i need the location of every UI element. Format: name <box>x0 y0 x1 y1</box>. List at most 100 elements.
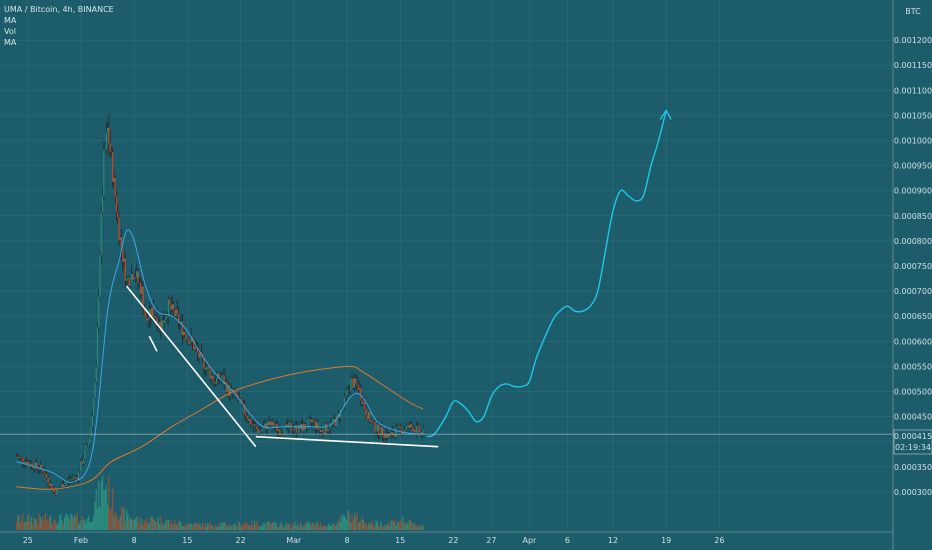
candle-body <box>226 381 228 392</box>
candle-body <box>69 479 71 481</box>
time-axis[interactable]: 25 Feb 8 15 22 Mar 8 15 22 27 Apr 6 12 19 26 <box>23 536 725 545</box>
volume-bar <box>205 526 207 530</box>
candle-body <box>152 307 154 317</box>
volume-bar <box>209 522 211 530</box>
candle-body <box>343 397 346 407</box>
trendline[interactable] <box>255 435 439 448</box>
volume-bar <box>302 526 304 530</box>
candle-body <box>267 421 270 426</box>
candle-body <box>56 488 58 495</box>
volume-bar <box>345 518 347 530</box>
candle-body <box>55 492 57 495</box>
candle-body <box>90 426 92 438</box>
volume-bar <box>94 502 96 530</box>
candle-body <box>266 421 268 429</box>
volume-bar <box>43 520 45 530</box>
trendline[interactable] <box>125 285 257 448</box>
volume-bar <box>261 525 263 530</box>
candle-body <box>126 278 128 281</box>
volume-bar <box>272 522 275 530</box>
candle-body <box>314 420 316 429</box>
volume-bar <box>138 516 140 530</box>
candle-body <box>38 468 40 470</box>
volume-bar <box>134 518 137 530</box>
candle-body <box>112 152 114 182</box>
volume-bar <box>77 522 80 530</box>
candle-body <box>199 351 201 358</box>
volume-bar <box>317 522 319 530</box>
y-tick-label: 0.000950 <box>894 162 932 171</box>
volume-bar <box>148 522 150 530</box>
volume-bar <box>309 525 311 530</box>
candle-body <box>117 212 119 218</box>
volume-bar <box>117 518 119 530</box>
candle-body <box>364 402 366 410</box>
volume-bar <box>269 522 271 530</box>
volume-bar <box>357 523 359 530</box>
candle-body <box>365 409 367 416</box>
volume-bar <box>264 523 266 530</box>
trendline[interactable] <box>148 335 158 352</box>
volume-bar <box>214 524 216 530</box>
volume-bar <box>265 526 267 530</box>
volume-bar <box>105 485 107 530</box>
candle-body <box>122 248 124 262</box>
volume-bar <box>338 516 340 530</box>
volume-bar <box>120 506 123 530</box>
volume-bar <box>407 522 409 530</box>
price-axis-panel <box>893 0 932 550</box>
volume-bar <box>195 523 197 530</box>
candle-body <box>350 378 352 391</box>
candle-body <box>338 413 340 418</box>
volume-bar <box>384 525 386 530</box>
volume-bar <box>310 522 313 530</box>
volume-bar <box>100 481 102 530</box>
indicator-ma-2[interactable]: MA <box>4 38 17 47</box>
volume-bar <box>323 524 325 530</box>
volume-bar <box>370 524 372 530</box>
candle-body <box>128 277 130 286</box>
candle-body <box>20 457 23 459</box>
volume-bar <box>343 515 346 530</box>
volume-bar <box>400 520 403 530</box>
volume-bar <box>346 520 348 530</box>
volume-bar <box>229 526 232 530</box>
volume-bar <box>262 523 264 530</box>
volume-bar <box>98 480 100 530</box>
candle-body <box>142 286 144 308</box>
volume-bar <box>62 523 64 530</box>
volume-bar <box>297 524 299 530</box>
candle-body <box>237 395 239 400</box>
volume-bar <box>388 521 390 530</box>
volume-bar <box>152 518 154 530</box>
candle-body <box>115 196 118 213</box>
volume-bar <box>251 519 253 530</box>
candle-body <box>207 366 209 367</box>
volume-bar <box>243 523 245 530</box>
x-tick-label: 19 <box>661 536 671 545</box>
candle-body <box>236 390 238 396</box>
volume-bar <box>375 520 377 530</box>
candle-body <box>196 348 199 353</box>
candle-body <box>85 445 87 451</box>
candle-body <box>169 299 171 305</box>
volume-bar <box>367 524 370 530</box>
candle-body <box>228 384 230 396</box>
x-tick-label: 27 <box>486 536 496 545</box>
candle-body <box>352 378 354 388</box>
volume-bar <box>342 515 344 530</box>
candle-body <box>261 429 263 432</box>
volume-bar <box>293 525 295 530</box>
candle-body <box>409 424 411 428</box>
volume-bar <box>207 522 209 530</box>
volume-bar <box>322 525 324 530</box>
price-axis[interactable]: 0.0003000.0003500.0004000.0004500.000500… <box>894 36 932 497</box>
indicator-ma-1[interactable]: MA <box>4 16 17 25</box>
candle-body <box>71 478 73 480</box>
candle-body <box>79 471 81 473</box>
indicator-volume[interactable]: Vol <box>4 27 16 36</box>
volume-bar <box>280 522 282 530</box>
candle-body <box>322 429 324 433</box>
volume-bar <box>419 526 422 530</box>
